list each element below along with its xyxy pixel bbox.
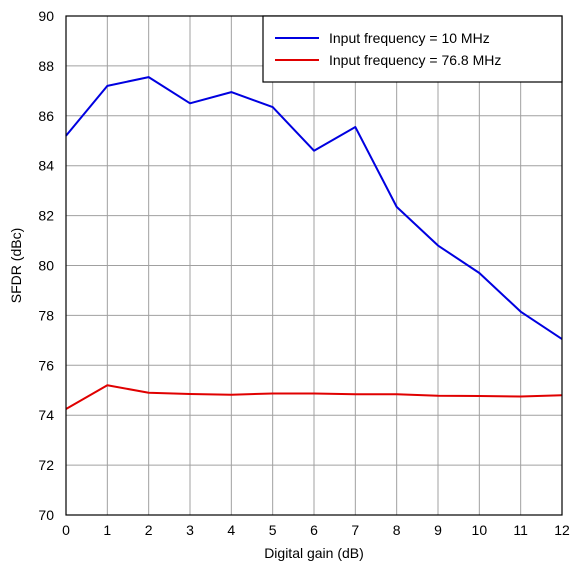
x-tick-label: 7 [351,522,359,538]
y-tick-label: 88 [38,58,54,74]
x-tick-label: 2 [145,522,153,538]
legend: Input frequency = 10 MHz Input frequency … [262,15,563,83]
y-tick-label: 76 [38,357,54,373]
y-tick-label: 72 [38,457,54,473]
y-tick-label: 70 [38,507,54,523]
x-tick-labels: 0 1 2 3 4 5 6 7 8 9 10 11 12 [62,522,570,538]
x-tick-label: 11 [513,522,528,538]
y-tick-label: 74 [38,407,54,423]
legend-label-1: Input frequency = 10 MHz [329,30,490,46]
series-line-2 [65,384,563,410]
x-tick-label: 9 [434,522,442,538]
legend-items: Input frequency = 10 MHz Input frequency … [275,30,501,68]
legend-box [262,15,563,83]
y-tick-label: 90 [38,8,54,24]
y-tick-label: 78 [38,307,54,323]
y-axis-label: SFDR (dBc) [8,228,24,303]
x-tick-label: 0 [62,522,70,538]
x-axis-label: Digital gain (dB) [264,545,364,561]
x-tick-label: 10 [472,522,488,538]
x-tick-label: 12 [554,522,570,538]
y-tick-label: 80 [38,258,54,274]
series-layer [65,76,563,410]
grid-layer [65,15,563,516]
series-line-1 [65,76,563,340]
x-tick-label: 8 [393,522,401,538]
y-tick-label: 84 [38,158,54,174]
x-tick-label: 5 [269,522,277,538]
legend-label-2: Input frequency = 76.8 MHz [329,52,501,68]
y-tick-label: 82 [38,208,54,224]
x-tick-label: 1 [103,522,111,538]
y-tick-labels: 70 72 74 76 78 80 82 84 86 88 90 [38,8,54,523]
x-tick-label: 4 [227,522,235,538]
y-tick-label: 86 [38,108,54,124]
x-tick-label: 3 [186,522,194,538]
x-tick-label: 6 [310,522,318,538]
